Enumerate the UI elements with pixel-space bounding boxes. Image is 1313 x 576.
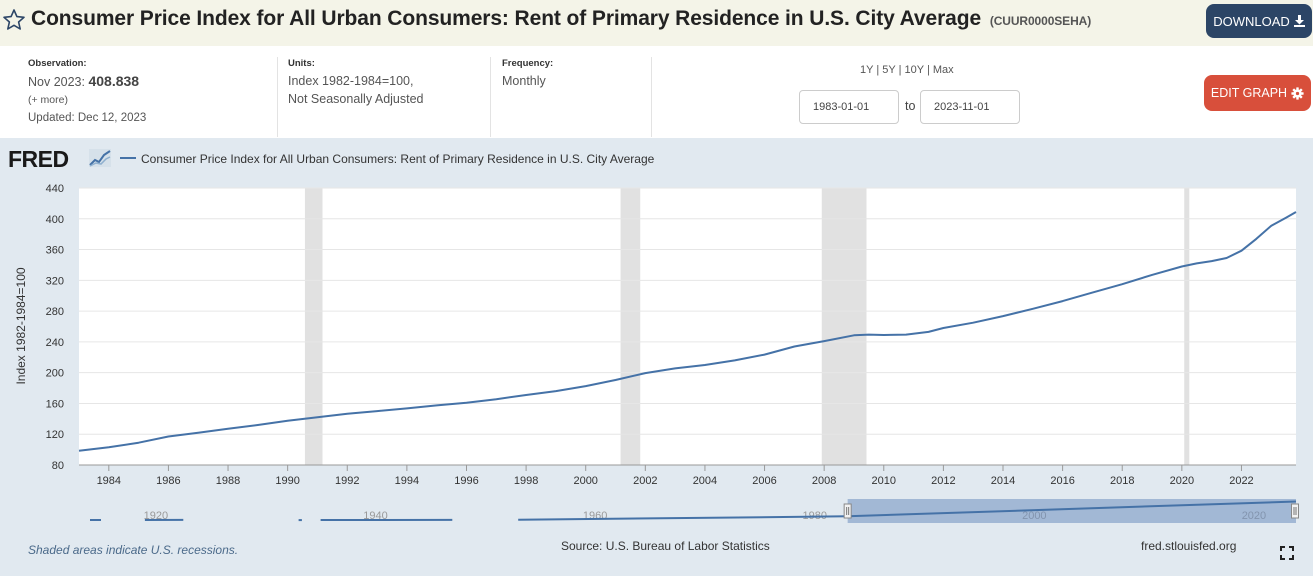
navigator-handle-grip bbox=[843, 503, 852, 519]
observation-label: Observation: bbox=[28, 58, 87, 69]
x-tick-label: 2018 bbox=[1110, 475, 1134, 487]
navigator-axis-label: 1960 bbox=[583, 510, 607, 522]
x-tick-label: 2010 bbox=[872, 475, 896, 487]
legend-label[interactable]: Consumer Price Index for All Urban Consu… bbox=[141, 152, 655, 166]
navigator-right-handle[interactable] bbox=[1291, 503, 1299, 519]
star-icon[interactable] bbox=[2, 8, 26, 32]
range-separator: | bbox=[898, 64, 902, 76]
download-icon bbox=[1293, 15, 1305, 27]
gear-icon bbox=[1291, 86, 1304, 100]
observation-block: Observation: Nov 2023: 408.838 (+ more) … bbox=[28, 57, 146, 127]
x-tick-label: 2022 bbox=[1229, 475, 1253, 487]
fred-logo-graph-icon bbox=[89, 149, 111, 167]
x-tick-label: 1990 bbox=[275, 475, 299, 487]
y-axis-label: Index 1982-1984=100 bbox=[14, 267, 28, 384]
units-line-2: Not Seasonally Adjusted bbox=[288, 92, 424, 106]
x-tick-label: 2006 bbox=[752, 475, 776, 487]
fred-chart: FRED Consumer Price Index for All Urban … bbox=[8, 146, 1299, 523]
date-range-links: 1Y | 5Y | 10Y | Max bbox=[860, 64, 954, 76]
series-meta: Observation: Nov 2023: 408.838 (+ more) … bbox=[0, 47, 1313, 137]
y-tick-label: 280 bbox=[46, 306, 64, 318]
to-label: to bbox=[905, 99, 916, 113]
frequency-label: Frequency: bbox=[502, 58, 554, 69]
range-10y-link[interactable]: 10Y bbox=[904, 64, 924, 76]
edit-graph-label: EDIT GRAPH bbox=[1210, 86, 1288, 100]
y-tick-label: 200 bbox=[46, 368, 64, 380]
y-tick-label: 400 bbox=[46, 214, 64, 226]
x-tick-label: 1994 bbox=[395, 475, 419, 487]
range-separator: | bbox=[876, 64, 880, 76]
range-navigator[interactable]: 192019401960198020002020 bbox=[79, 499, 1299, 523]
x-tick-label: 1996 bbox=[454, 475, 478, 487]
frequency-block: Frequency: Monthly bbox=[502, 57, 553, 90]
navigator-selected-range[interactable] bbox=[847, 499, 1296, 523]
x-tick-label: 1998 bbox=[514, 475, 538, 487]
x-axis-ticks: 1984 1986 1988 1990 1992 1994 1996 1998 2000 2002… bbox=[97, 465, 1254, 487]
navigator-left-handle[interactable] bbox=[843, 503, 852, 519]
x-tick-label: 2002 bbox=[633, 475, 657, 487]
recession-band bbox=[304, 188, 323, 465]
x-tick-label: 2014 bbox=[991, 475, 1015, 487]
x-tick-label: 2020 bbox=[1170, 475, 1194, 487]
series-id: (CUUR0000SEHA) bbox=[989, 14, 1092, 28]
x-tick-label: 1984 bbox=[97, 475, 121, 487]
series-line[interactable] bbox=[78, 211, 1297, 452]
navigator-series bbox=[90, 500, 1297, 522]
edit-graph-button[interactable]: EDIT GRAPH bbox=[1204, 75, 1311, 111]
page-title: Consumer Price Index for All Urban Consu… bbox=[31, 7, 1091, 31]
observation-date: Nov 2023: bbox=[28, 75, 85, 89]
download-label: DOWNLOAD bbox=[1213, 13, 1290, 29]
divider bbox=[651, 57, 652, 137]
y-tick-label: 120 bbox=[46, 429, 64, 441]
x-tick-label: 2016 bbox=[1050, 475, 1074, 487]
divider bbox=[277, 57, 278, 137]
range-5y-link[interactable]: 5Y bbox=[882, 64, 896, 76]
units-block: Units: Index 1982-1984=100, Not Seasonal… bbox=[288, 57, 424, 108]
updated-date: Updated: Dec 12, 2023 bbox=[28, 112, 147, 124]
y-tick-label: 440 bbox=[46, 183, 64, 195]
recession-band bbox=[1184, 188, 1190, 465]
y-tick-label: 240 bbox=[46, 337, 64, 349]
title-text: Consumer Price Index for All Urban Consu… bbox=[31, 7, 982, 30]
plot-area bbox=[79, 188, 1296, 465]
source-label: Source: U.S. Bureau of Labor Statistics bbox=[561, 539, 770, 553]
recession-note: Shaded areas indicate U.S. recessions. bbox=[28, 543, 239, 557]
units-label: Units: bbox=[288, 58, 315, 69]
start-date-input[interactable]: 1983-01-01 bbox=[799, 90, 899, 124]
site-link[interactable]: fred.stlouisfed.org bbox=[1141, 539, 1237, 553]
x-tick-label: 1988 bbox=[216, 475, 240, 487]
x-tick-label: 2000 bbox=[573, 475, 597, 487]
fred-logo[interactable]: FRED bbox=[8, 146, 111, 172]
observation-value: 408.838 bbox=[88, 73, 140, 89]
y-axis-ticks: 80 120 160 200 240 280 320 360 400 440 bbox=[46, 183, 64, 472]
divider bbox=[490, 57, 491, 137]
x-tick-label: 1986 bbox=[156, 475, 180, 487]
fullscreen-icon[interactable] bbox=[1280, 546, 1294, 560]
x-tick-label: 2004 bbox=[693, 475, 717, 487]
x-tick-label: 1992 bbox=[335, 475, 359, 487]
fred-logo-text: FRED bbox=[8, 146, 69, 172]
frequency-value: Monthly bbox=[502, 74, 546, 88]
header-bar: Consumer Price Index for All Urban Consu… bbox=[0, 0, 1313, 46]
y-tick-label: 360 bbox=[46, 245, 64, 257]
y-tick-label: 160 bbox=[46, 398, 64, 410]
y-tick-label: 80 bbox=[52, 460, 64, 472]
grid-lines bbox=[79, 187, 1296, 435]
x-tick-label: 2008 bbox=[812, 475, 836, 487]
navigator-series-segment bbox=[518, 515, 848, 521]
navigator-series-segment bbox=[847, 500, 1297, 518]
range-1y-link[interactable]: 1Y bbox=[860, 64, 874, 76]
units-line-1: Index 1982-1984=100, bbox=[288, 74, 414, 88]
recession-band bbox=[620, 188, 641, 465]
download-button[interactable]: DOWNLOAD bbox=[1206, 4, 1312, 38]
recession-bands bbox=[304, 188, 1190, 465]
y-tick-label: 320 bbox=[46, 275, 64, 287]
end-date-input[interactable]: 2023-11-01 bbox=[920, 90, 1020, 124]
recession-band bbox=[821, 188, 867, 465]
range-max-link[interactable]: Max bbox=[932, 64, 954, 76]
navigator-handle-grip bbox=[1291, 503, 1299, 519]
x-tick-label: 2012 bbox=[931, 475, 955, 487]
range-separator: | bbox=[926, 64, 930, 76]
more-observations-link[interactable]: (+ more) bbox=[28, 94, 68, 106]
